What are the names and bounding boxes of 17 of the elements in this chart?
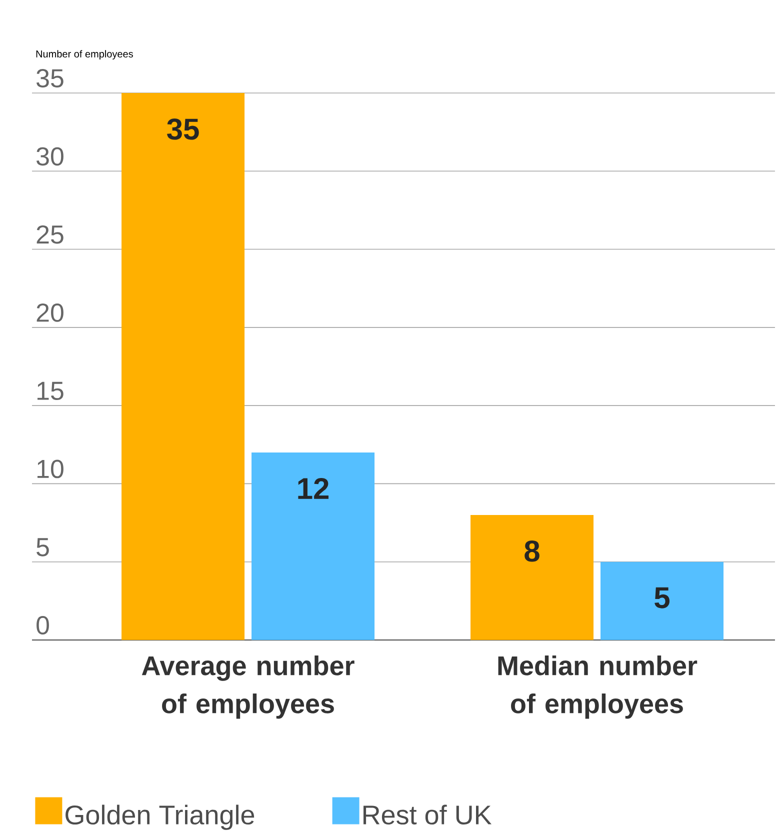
data-label: 35 bbox=[167, 118, 199, 140]
legend-label: Golden Triangle bbox=[66, 804, 254, 830]
x-tick-label: Average number of employees bbox=[142, 656, 354, 719]
data-label: 12 bbox=[298, 478, 328, 499]
y-tick-label: 5 bbox=[36, 538, 49, 556]
data-label: 5 bbox=[654, 587, 670, 608]
y-tick-label: 20 bbox=[36, 303, 64, 322]
y-tick-label: 30 bbox=[36, 147, 64, 166]
x-tick-label: Median number of employees bbox=[498, 656, 698, 719]
y-tick-label: 35 bbox=[36, 69, 64, 88]
data-label: 8 bbox=[524, 540, 540, 562]
legend-label: Rest of UK bbox=[364, 804, 492, 825]
y-tick-label: 10 bbox=[38, 460, 64, 478]
y-axis-title: Number of employees bbox=[36, 50, 133, 60]
y-tick-label: 15 bbox=[38, 382, 64, 400]
y-tick-label: 25 bbox=[36, 225, 64, 244]
y-tick-label: 0 bbox=[36, 616, 49, 634]
